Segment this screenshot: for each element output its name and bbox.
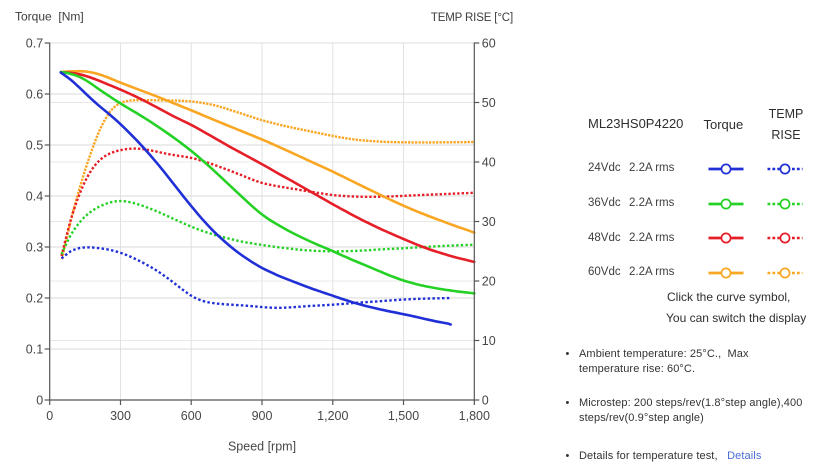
svg-text:40: 40	[482, 155, 496, 169]
svg-text:60: 60	[482, 36, 496, 50]
svg-text:1,800: 1,800	[459, 409, 490, 423]
svg-text:900: 900	[252, 409, 273, 423]
svg-text:0.1: 0.1	[26, 342, 43, 356]
svg-text:TEMP RISE [°C]: TEMP RISE [°C]	[431, 12, 513, 24]
svg-text:0: 0	[36, 393, 43, 407]
svg-text:0.2: 0.2	[26, 291, 43, 305]
svg-text:1,200: 1,200	[317, 409, 348, 423]
svg-text:Torque [Nm]: Torque [Nm]	[15, 10, 84, 24]
svg-text:0.7: 0.7	[26, 36, 43, 50]
svg-text:20: 20	[482, 274, 496, 288]
svg-text:30: 30	[482, 215, 496, 229]
svg-text:0.6: 0.6	[26, 87, 43, 101]
svg-text:1,500: 1,500	[388, 409, 419, 423]
svg-text:600: 600	[181, 409, 202, 423]
svg-text:0: 0	[482, 393, 489, 407]
svg-text:0.3: 0.3	[26, 240, 43, 254]
svg-text:Speed [rpm]: Speed [rpm]	[228, 440, 296, 454]
svg-text:0.4: 0.4	[26, 189, 43, 203]
svg-text:300: 300	[110, 409, 131, 423]
svg-text:0: 0	[46, 409, 53, 423]
svg-text:10: 10	[482, 334, 496, 348]
svg-text:0.5: 0.5	[26, 138, 43, 152]
svg-text:50: 50	[482, 96, 496, 110]
